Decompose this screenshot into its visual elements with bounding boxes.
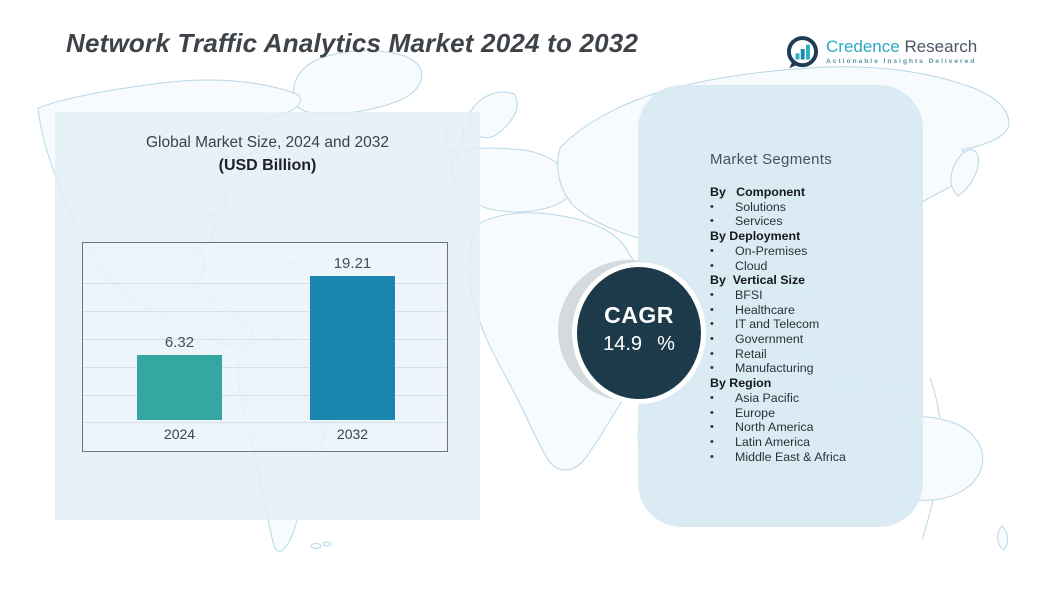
cagr-label: CAGR: [604, 302, 674, 328]
segment-item: • Solutions: [710, 200, 910, 215]
segment-item-label: Manufacturing: [735, 361, 814, 376]
segment-item: • Latin America: [710, 435, 910, 450]
segment-item: • Services: [710, 214, 910, 229]
cagr-number: 14.9: [603, 333, 643, 355]
gridline: [83, 395, 447, 396]
segment-item: • North America: [710, 420, 910, 435]
segment-group-header: By Region: [710, 376, 772, 391]
brand-logo: Credence Research Actionable Insights De…: [785, 35, 977, 70]
segment-item-label: On-Premises: [735, 243, 808, 258]
map-islands: [310, 543, 322, 549]
gridline: [83, 422, 447, 423]
bullet-icon: •: [710, 303, 714, 316]
segment-item-label: BFSI: [735, 287, 763, 302]
brand-text: Credence Research Actionable Insights De…: [826, 35, 977, 66]
bar-2032: [310, 276, 395, 420]
bar-value-2032: 19.21: [333, 255, 372, 272]
segment-item: • Retail: [710, 347, 910, 362]
bar-chart-plot: 6.32 19.21 2024 2032: [82, 242, 448, 452]
segment-group-header: By Deployment: [710, 229, 801, 244]
gridline: [83, 339, 447, 340]
bullet-icon: •: [710, 391, 714, 404]
segment-item: • On-Premises: [710, 244, 910, 259]
map-islands: [322, 541, 332, 547]
cagr-percent-sign: %: [657, 333, 675, 355]
cagr-value: 14.9%: [603, 333, 675, 356]
gridline: [83, 283, 447, 284]
chart-title: Global Market Size, 2024 and 2032: [146, 134, 389, 151]
chart-subtitle: (USD Billion): [218, 157, 317, 174]
segment-item-label: IT and Telecom: [735, 317, 820, 332]
segment-item: • Manufacturing: [710, 361, 910, 376]
segment-item: • Europe: [710, 406, 910, 421]
bar-label-2024: 2024: [163, 426, 196, 442]
segment-item: • Healthcare: [710, 303, 910, 318]
bullet-icon: •: [710, 318, 714, 331]
bullet-icon: •: [710, 200, 714, 213]
bar-2024: [137, 355, 222, 420]
segment-item-label: Services: [735, 214, 783, 229]
bullet-icon: •: [710, 406, 714, 419]
page-title: Network Traffic Analytics Market 2024 to…: [66, 28, 639, 58]
gridline: [83, 311, 447, 312]
segment-item: • Asia Pacific: [710, 391, 910, 406]
segment-item: • Government: [710, 332, 910, 347]
segment-item-label: Middle East & Africa: [735, 449, 846, 464]
bar-value-2024: 6.32: [164, 334, 195, 351]
bar-label-2032: 2032: [336, 426, 369, 442]
map-new-zealand: [997, 525, 1009, 551]
bullet-icon: •: [710, 435, 714, 448]
segment-item: • Middle East & Africa: [710, 450, 910, 465]
segment-item-label: North America: [735, 420, 814, 435]
bullet-icon: •: [710, 215, 714, 228]
bullet-icon: •: [710, 288, 714, 301]
map-greenland: [292, 50, 423, 115]
segment-item-label: Asia Pacific: [735, 390, 800, 405]
segment-item-label: Europe: [735, 405, 775, 420]
segment-item-label: Solutions: [735, 199, 786, 214]
brand-name-secondary: Research: [904, 37, 978, 56]
segment-item-label: Cloud: [735, 258, 768, 273]
segment-group-header: By Component: [710, 185, 805, 199]
brand-name: Credence Research: [826, 38, 977, 56]
gridline: [83, 367, 447, 368]
chart-panel: Global Market Size, 2024 and 2032 (USD B…: [55, 112, 480, 520]
bullet-icon: •: [710, 450, 714, 463]
segments-title: Market Segments: [710, 151, 833, 168]
segment-item: • BFSI: [710, 288, 910, 303]
brand-name-primary: Credence: [826, 37, 900, 56]
segments-list: By Component • Solutions • Services By Deploy…: [710, 185, 910, 464]
bullet-icon: •: [710, 333, 714, 346]
map-japan: [950, 149, 979, 197]
brand-tagline: Actionable Insights Delivered: [826, 58, 977, 65]
segment-item-label: Retail: [735, 346, 767, 361]
bullet-icon: •: [710, 244, 714, 257]
bar-column-2032: 19.21: [310, 255, 395, 420]
bullet-icon: •: [710, 259, 714, 272]
credence-research-logo-icon: [786, 36, 819, 69]
segment-item: • Cloud: [710, 259, 910, 274]
segment-item-label: Healthcare: [735, 302, 795, 317]
bullet-icon: •: [710, 421, 714, 434]
cagr-badge: CAGR 14.9%: [572, 262, 706, 404]
segment-item-label: Government: [735, 332, 804, 347]
segment-item-label: Latin America: [735, 434, 811, 449]
bullet-icon: •: [710, 362, 714, 375]
bullet-icon: •: [710, 347, 714, 360]
segment-group-header: By Vertical Size: [710, 273, 806, 288]
bar-column-2024: 6.32: [137, 334, 222, 420]
segment-item: • IT and Telecom: [710, 317, 910, 332]
